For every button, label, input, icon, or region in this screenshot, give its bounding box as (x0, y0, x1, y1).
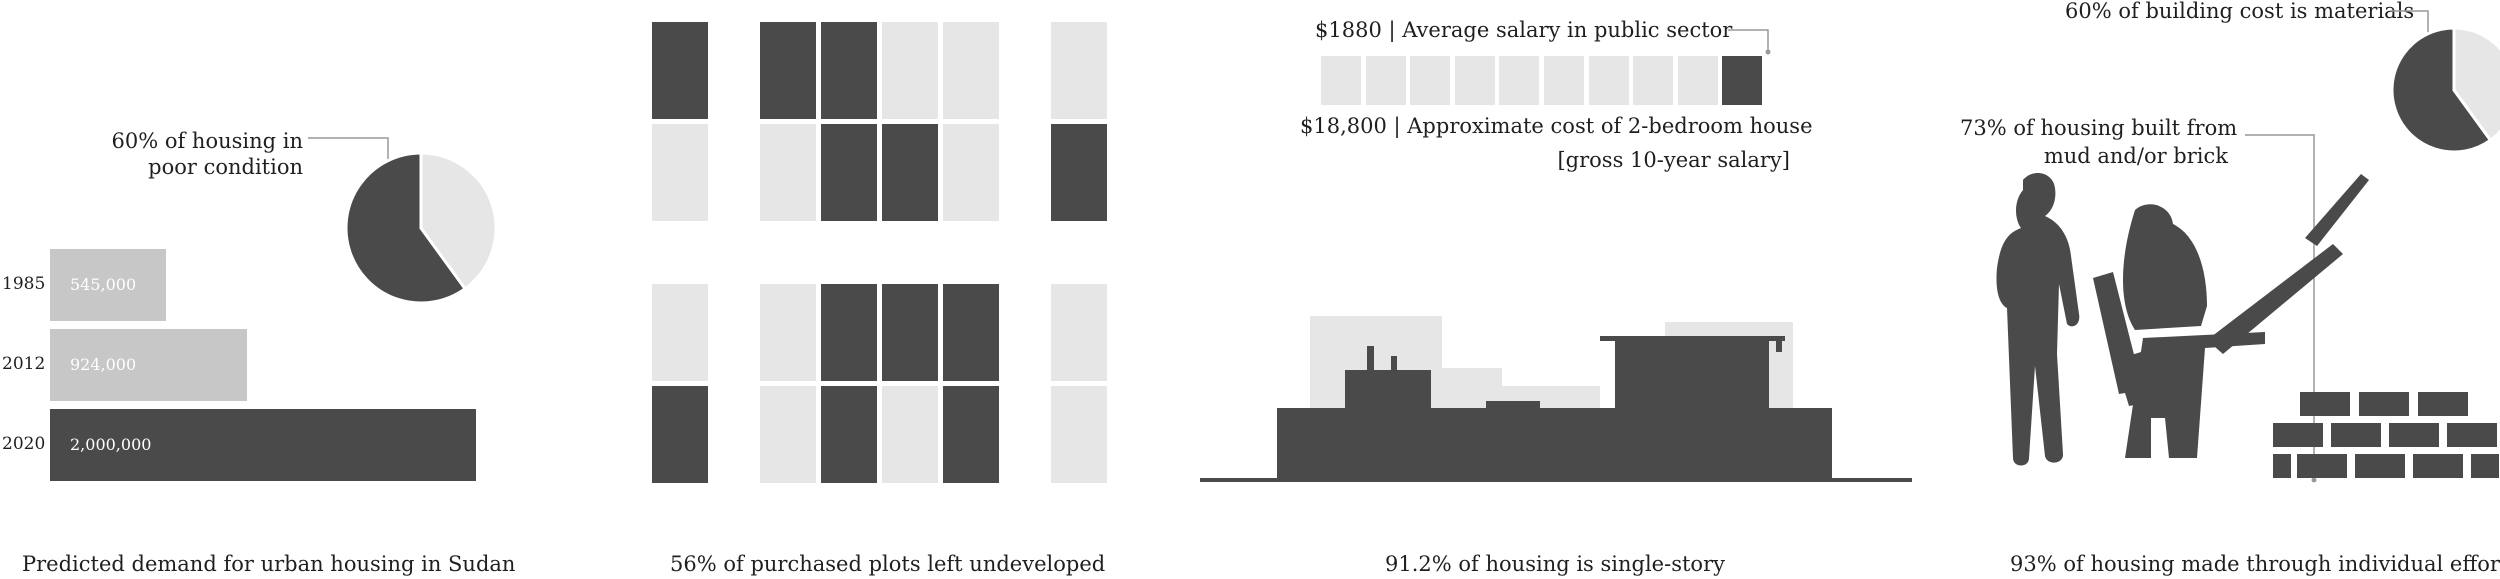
panel2-caption: 56% of purchased plots left undeveloped (670, 552, 1106, 576)
plot-cell (1051, 22, 1107, 119)
house-cost-note: [gross 10-year salary] (1557, 148, 1790, 172)
plot-cell (652, 284, 708, 381)
panel4-caption: 93% of housing made through individual e… (2010, 552, 2500, 576)
materials-pie-slice-other (2452, 26, 2500, 143)
plot-cell (821, 284, 877, 381)
year-label: 1985 (2, 274, 46, 294)
poor-condition-pie (344, 151, 498, 305)
year-label: 2020 (2, 434, 46, 454)
salary-label: $1880 | Average salary in public sector (1315, 18, 1733, 42)
panel3-caption: 91.2% of housing is single-story (1385, 552, 1725, 576)
demand-bar-value: 924,000 (70, 355, 137, 374)
poor-condition-annotation-line1: 60% of housing in (111, 129, 303, 153)
salary-cell (1633, 56, 1674, 105)
demand-bar-2020: 2,000,000 (50, 409, 476, 481)
plot-cell (652, 386, 708, 483)
salary-cell (1410, 56, 1451, 105)
demand-bar-value: 545,000 (70, 275, 137, 294)
year-label: 2012 (2, 354, 46, 374)
plot-cell (943, 124, 999, 221)
poor-condition-pie-slice-poor-condition (344, 151, 468, 305)
poor-condition-pie-slice-other (419, 151, 498, 291)
salary-cell (1722, 56, 1763, 105)
mud-brick-label-line1: 73% of housing built from (1960, 116, 2238, 140)
plot-cell (943, 284, 999, 381)
demand-bar-value: 2,000,000 (70, 435, 152, 454)
plot-cell (1051, 386, 1107, 483)
demand-bar-2012: 924,000 (50, 329, 247, 401)
plot-cell (882, 386, 938, 483)
plot-cell (760, 124, 816, 221)
salary-cell (1677, 56, 1718, 105)
poor-condition-annotation-line2: poor condition (148, 155, 303, 179)
house-cost-label: $18,800 | Approximate cost of 2-bedroom … (1300, 114, 1813, 138)
plot-cell (943, 386, 999, 483)
materials-cost-label: 60% of building cost is materials (2065, 0, 2415, 23)
plot-cell (760, 284, 816, 381)
plot-cell (1051, 124, 1107, 221)
plot-cell (652, 124, 708, 221)
builders-illustration (1996, 173, 2499, 478)
panel1-caption: Predicted demand for urban housing in Su… (22, 552, 516, 576)
salary-cell (1365, 56, 1406, 105)
plot-cell (882, 284, 938, 381)
salary-cell (1544, 56, 1584, 105)
plot-cell (882, 124, 938, 221)
materials-pie-slice-materials (2390, 26, 2493, 154)
plot-cell (943, 22, 999, 119)
materials-pie (2390, 26, 2500, 154)
plot-cell (760, 22, 816, 119)
plot-cell (821, 124, 877, 221)
plot-cell (882, 22, 938, 119)
plot-cell (652, 22, 708, 119)
plot-cell (821, 386, 877, 483)
plot-cell (821, 22, 877, 119)
salary-cell (1321, 56, 1361, 105)
mud-brick-label-line2: mud and/or brick (2043, 144, 2228, 168)
plot-cell (760, 386, 816, 483)
single-story-skyline-illustration (1200, 316, 1912, 482)
salary-cell (1588, 56, 1629, 105)
demand-bar-1985: 545,000 (50, 249, 167, 321)
salary-cell (1499, 56, 1540, 105)
plot-cell (1051, 284, 1107, 381)
salary-cell (1454, 56, 1495, 105)
